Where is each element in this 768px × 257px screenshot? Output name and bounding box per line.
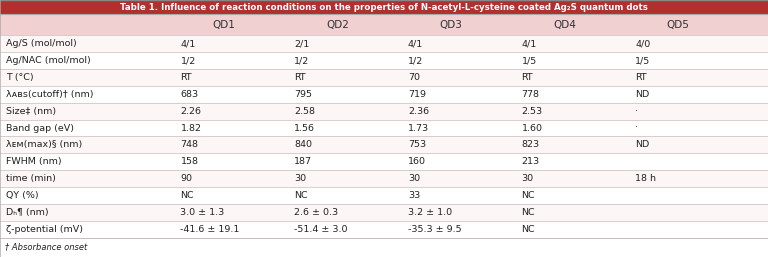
Text: 1.82: 1.82 <box>180 124 201 133</box>
Text: 1.56: 1.56 <box>294 124 315 133</box>
Text: RT: RT <box>635 73 647 82</box>
Text: NC: NC <box>294 191 308 200</box>
Text: ND: ND <box>635 90 650 99</box>
Text: FWHM (nm): FWHM (nm) <box>6 157 61 166</box>
Text: † Absorbance onset: † Absorbance onset <box>5 242 87 251</box>
Text: 2.26: 2.26 <box>180 107 201 116</box>
Text: 30: 30 <box>294 174 306 183</box>
Text: Ag/S (mol/mol): Ag/S (mol/mol) <box>6 39 77 48</box>
Text: 213: 213 <box>521 157 540 166</box>
Text: NC: NC <box>521 191 535 200</box>
Text: 1/2: 1/2 <box>294 56 310 65</box>
Bar <box>0 86 768 103</box>
Text: Size‡ (nm): Size‡ (nm) <box>6 107 56 116</box>
Text: 778: 778 <box>521 90 539 99</box>
Text: 30: 30 <box>521 174 534 183</box>
Text: -35.3 ± 9.5: -35.3 ± 9.5 <box>408 225 462 234</box>
Text: λᴀвѕ(cutoff)† (nm): λᴀвѕ(cutoff)† (nm) <box>6 90 94 99</box>
Text: NC: NC <box>521 225 535 234</box>
Text: 2.36: 2.36 <box>408 107 429 116</box>
Text: Dₕ¶ (nm): Dₕ¶ (nm) <box>6 208 49 217</box>
Text: 823: 823 <box>521 140 540 149</box>
Text: 4/1: 4/1 <box>521 39 537 48</box>
Text: 4/1: 4/1 <box>408 39 423 48</box>
Text: 158: 158 <box>180 157 198 166</box>
Text: 1.73: 1.73 <box>408 124 429 133</box>
Bar <box>0 103 768 120</box>
Text: 70: 70 <box>408 73 420 82</box>
Text: 683: 683 <box>180 90 199 99</box>
Bar <box>0 204 768 221</box>
Text: QD1: QD1 <box>213 20 235 30</box>
Text: 1.60: 1.60 <box>521 124 542 133</box>
Text: 30: 30 <box>408 174 420 183</box>
Text: ND: ND <box>635 140 650 149</box>
Text: 2.6 ± 0.3: 2.6 ± 0.3 <box>294 208 338 217</box>
Bar <box>0 221 768 238</box>
Text: 160: 160 <box>408 157 425 166</box>
Text: 1/2: 1/2 <box>180 56 196 65</box>
Text: 90: 90 <box>180 174 193 183</box>
Bar <box>0 187 768 204</box>
Text: RT: RT <box>521 73 533 82</box>
Text: 1/2: 1/2 <box>408 56 423 65</box>
Text: QY (%): QY (%) <box>6 191 38 200</box>
Text: RT: RT <box>180 73 192 82</box>
Text: 187: 187 <box>294 157 312 166</box>
Text: QD4: QD4 <box>554 20 576 30</box>
Text: 18 h: 18 h <box>635 174 656 183</box>
Bar <box>0 238 768 257</box>
Text: 2.58: 2.58 <box>294 107 315 116</box>
Text: -41.6 ± 19.1: -41.6 ± 19.1 <box>180 225 240 234</box>
Text: 2.53: 2.53 <box>521 107 543 116</box>
Bar <box>0 120 768 136</box>
Text: 33: 33 <box>408 191 420 200</box>
Text: 795: 795 <box>294 90 312 99</box>
Text: 2/1: 2/1 <box>294 39 310 48</box>
Text: Ag/NAC (mol/mol): Ag/NAC (mol/mol) <box>6 56 91 65</box>
Text: ·: · <box>635 124 638 133</box>
Text: 748: 748 <box>180 140 198 149</box>
Text: 753: 753 <box>408 140 426 149</box>
Text: RT: RT <box>294 73 306 82</box>
Text: NC: NC <box>521 208 535 217</box>
Text: QD5: QD5 <box>666 20 689 30</box>
Text: λᴇᴍ(max)§ (nm): λᴇᴍ(max)§ (nm) <box>6 140 82 149</box>
Text: NC: NC <box>180 191 194 200</box>
Text: T (°C): T (°C) <box>6 73 34 82</box>
Text: ζ-potential (mV): ζ-potential (mV) <box>6 225 83 234</box>
Text: 3.0 ± 1.3: 3.0 ± 1.3 <box>180 208 225 217</box>
Text: 4/1: 4/1 <box>180 39 196 48</box>
Text: 3.2 ± 1.0: 3.2 ± 1.0 <box>408 208 452 217</box>
Text: 1/5: 1/5 <box>635 56 650 65</box>
Text: Table 1. Influence of reaction conditions on the properties of N-acetyl-L-cystei: Table 1. Influence of reaction condition… <box>120 3 648 12</box>
Text: QD3: QD3 <box>440 20 462 30</box>
Text: ·: · <box>635 107 638 116</box>
Text: QD2: QD2 <box>326 20 349 30</box>
Bar <box>0 52 768 69</box>
Text: time (min): time (min) <box>6 174 56 183</box>
Bar <box>0 35 768 52</box>
Text: 4/0: 4/0 <box>635 39 650 48</box>
Text: Band gap (eV): Band gap (eV) <box>6 124 74 133</box>
Text: 840: 840 <box>294 140 312 149</box>
Bar <box>0 136 768 153</box>
Bar <box>0 69 768 86</box>
Text: 1/5: 1/5 <box>521 56 537 65</box>
Text: -51.4 ± 3.0: -51.4 ± 3.0 <box>294 225 348 234</box>
Text: 719: 719 <box>408 90 425 99</box>
Bar <box>0 0 768 14</box>
Bar <box>0 153 768 170</box>
Bar <box>0 170 768 187</box>
Bar <box>0 14 768 35</box>
